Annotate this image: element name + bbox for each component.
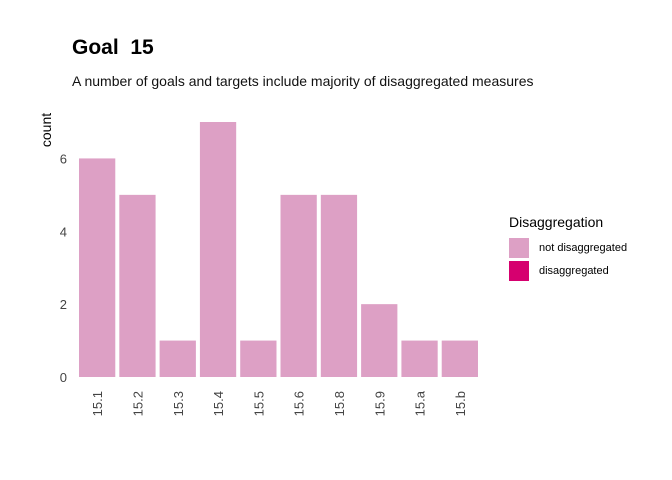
legend-label-disaggregated: disaggregated bbox=[539, 264, 609, 277]
x-tick-label-15-5: 15.5 bbox=[251, 391, 266, 416]
x-tick-label-15-8: 15.8 bbox=[332, 391, 347, 416]
bar-15-9-not-disaggregated bbox=[361, 304, 398, 377]
y-tick-label-6: 6 bbox=[60, 151, 67, 166]
bar-15-3-not-disaggregated bbox=[159, 340, 196, 377]
bar-15-6-not-disaggregated bbox=[280, 194, 317, 377]
legend-entry-not-disaggregated: not disaggregated bbox=[509, 236, 627, 259]
chart-title: Goal 15 bbox=[72, 36, 154, 59]
x-tick-label-15-a: 15.a bbox=[413, 390, 428, 416]
bar-15-5-not-disaggregated bbox=[240, 340, 277, 377]
x-tick-label-15-9: 15.9 bbox=[372, 391, 387, 416]
x-tick-label-15-3: 15.3 bbox=[171, 391, 186, 416]
legend-swatch-disaggregated bbox=[509, 260, 529, 281]
bar-15-2-not-disaggregated bbox=[119, 194, 156, 377]
x-tick-label-15-2: 15.2 bbox=[130, 391, 145, 416]
bar-15-b-not-disaggregated bbox=[441, 340, 478, 377]
y-tick-label-4: 4 bbox=[60, 224, 67, 239]
bar-15-a-not-disaggregated bbox=[401, 340, 438, 377]
x-tick-label-15-4: 15.4 bbox=[211, 391, 226, 416]
legend-label-not-disaggregated: not disaggregated bbox=[539, 241, 628, 254]
bar-15-8-not-disaggregated bbox=[320, 194, 358, 377]
y-tick-label-2: 2 bbox=[60, 297, 67, 312]
x-tick-label-15-6: 15.6 bbox=[292, 391, 307, 416]
x-tick-label-15-b: 15.b bbox=[453, 391, 468, 416]
y-axis-label: count bbox=[38, 113, 54, 147]
legend-entry-disaggregated: disaggregated bbox=[509, 259, 627, 282]
bar-15-4-not-disaggregated bbox=[199, 122, 237, 377]
bar-15-1-not-disaggregated bbox=[79, 158, 116, 377]
legend-title: Disaggregation bbox=[509, 214, 604, 230]
legend-swatch-not-disaggregated bbox=[509, 237, 529, 258]
chart-subtitle: A number of goals and targets include ma… bbox=[72, 73, 534, 89]
legend: Disaggregation not disaggregated disaggr… bbox=[509, 214, 627, 282]
x-tick-label-15-1: 15.1 bbox=[90, 391, 105, 416]
y-tick-label-0: 0 bbox=[60, 370, 67, 385]
